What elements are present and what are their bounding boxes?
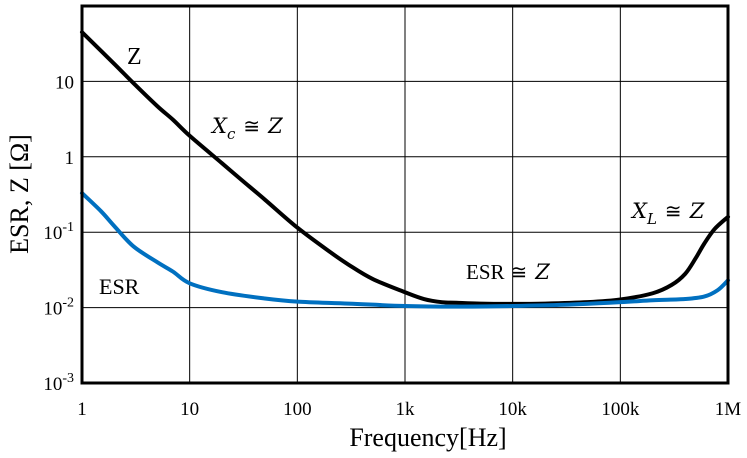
x-tick-label: 1k: [396, 399, 416, 420]
annotation-xc-approx-z: Xc ≅ Z: [210, 114, 283, 143]
y-axis-title: ESR, Z [Ω]: [5, 134, 34, 254]
x-tick-labels: 1 10 100 1k 10k 100k 1M: [77, 399, 741, 420]
annotation-xc-op: ≅: [243, 114, 260, 138]
annotation-xl-sub: L: [646, 210, 657, 228]
x-tick-label: 1M: [715, 399, 742, 420]
x-tick-label: 10: [180, 399, 199, 420]
annotation-xl-main: X: [630, 199, 648, 223]
x-tick-label: 1: [77, 399, 87, 420]
annotation-esrz-lhs: ESR: [466, 260, 505, 284]
y-tick-label: 10-3: [43, 371, 74, 395]
y-tick-label: 10-1: [43, 220, 74, 244]
x-tick-label: 100k: [601, 399, 640, 420]
series-group: [80, 30, 730, 309]
series-line-esr: [80, 191, 730, 309]
x-axis-title: Frequency[Hz]: [349, 423, 506, 452]
x-tick-label: 100: [283, 399, 312, 420]
annotation-esr: ESR: [99, 274, 140, 299]
y-tick-label: 1: [65, 148, 75, 169]
annotation-esrz-rhs: Z: [534, 260, 550, 284]
y-tick-label: 10-2: [43, 296, 74, 320]
annotation-z: Z: [127, 44, 142, 70]
annotation-esr-approx-z: ESR ≅ Z: [466, 260, 550, 284]
annotation-xl-rhs: Z: [689, 199, 705, 223]
annotation-xc-main: X: [210, 114, 228, 138]
annotation-xc-sub: c: [227, 125, 236, 143]
series-line-z: [80, 30, 730, 306]
y-tick-labels: 10-3 10-2 10-1 1 10: [43, 72, 74, 395]
annotation-xc-rhs: Z: [267, 114, 283, 138]
x-tick-label: 10k: [498, 399, 527, 420]
annotation-xl-approx-z: XL ≅ Z: [630, 199, 705, 228]
grid-lines: [82, 6, 728, 383]
annotation-xl-op: ≅: [665, 199, 682, 223]
plot-frame: [80, 4, 730, 385]
y-tick-label: 10: [55, 72, 74, 93]
annotation-esrz-op: ≅: [511, 260, 528, 284]
